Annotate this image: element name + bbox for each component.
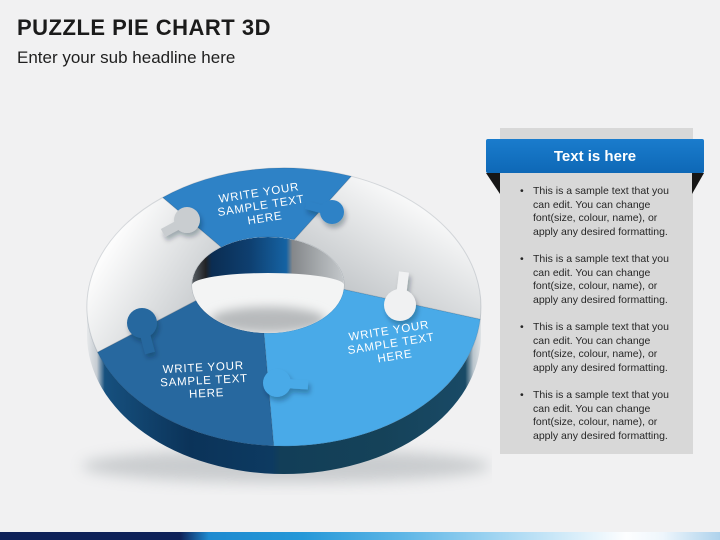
pie-segment-lower-right-lightblue — [263, 288, 481, 447]
puzzle-knob-blue — [304, 200, 344, 224]
ribbon-fold-left — [486, 173, 500, 194]
callout-header-text: Text is here — [553, 147, 637, 165]
puzzle-knob-white — [384, 271, 416, 321]
ribbon-fold-right — [692, 173, 704, 194]
puzzle-knob-lightblue — [263, 369, 309, 397]
donut-inner-wall — [192, 237, 344, 285]
page-subtitle: Enter your sub headline here — [17, 48, 236, 67]
callout-header-ribbon: Text is here — [486, 139, 704, 173]
donut-side-extrusion — [87, 307, 481, 474]
footer-accent-bar — [0, 532, 720, 540]
segment-label-bottom-left: WRITE YOUR SAMPLE TEXT HERE — [159, 360, 253, 403]
callout-panel: Text is here This is a sample text that … — [486, 128, 704, 460]
puzzle-knob-darkblue — [127, 308, 157, 355]
bullet-item: This is a sample text that you can edit.… — [518, 321, 678, 375]
page-title: PUZZLE PIE CHART 3D — [17, 15, 271, 40]
bullet-item: This is a sample text that you can edit.… — [518, 389, 678, 443]
puzzle-knob-gray — [160, 207, 200, 237]
puzzle-pie-chart-3d: WRITE YOUR SAMPLE TEXT HERE WRITE YOUR S… — [82, 167, 490, 483]
callout-bullet-list: This is a sample text that you can edit.… — [518, 185, 678, 457]
bullet-item: This is a sample text that you can edit.… — [518, 185, 678, 239]
donut-hole — [192, 237, 344, 333]
bullet-item: This is a sample text that you can edit.… — [518, 253, 678, 307]
segment-label-lower-right: WRITE YOUR SAMPLE TEXT HERE — [345, 318, 441, 370]
